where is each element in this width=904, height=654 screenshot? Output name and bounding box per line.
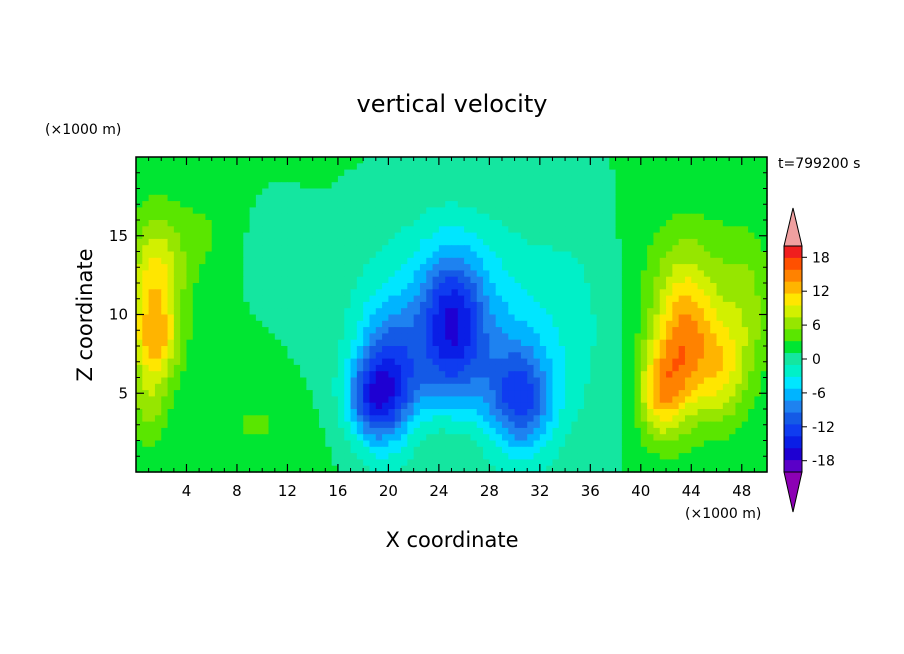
x-tick-label: 20 [379, 482, 398, 500]
x-tick-label: 40 [631, 482, 650, 500]
colorbar-swatch [784, 305, 802, 318]
colorbar-swatch [784, 388, 802, 402]
x-tick-label: 28 [480, 482, 499, 500]
y-tick-label: 10 [109, 306, 128, 324]
contour-field [136, 157, 768, 473]
colorbar-swatch [784, 376, 802, 390]
x-tick-label: 12 [278, 482, 297, 500]
colorbar-swatch [784, 400, 802, 413]
colorbar-swatch [784, 293, 802, 306]
colorbar-swatch [784, 448, 802, 461]
x-tick-label: 4 [182, 482, 192, 500]
colorbar-tick-label: 6 [812, 318, 821, 334]
x-tick-label: 16 [328, 482, 347, 500]
colorbar-tick-label: 0 [812, 352, 821, 368]
colorbar-swatch [784, 257, 802, 271]
x-axis-label: X coordinate [385, 528, 518, 552]
colorbar-swatch [784, 436, 802, 449]
y-axis-label: Z coordinate [73, 248, 97, 381]
y-tick-label: 15 [109, 227, 128, 245]
colorbar-under-arrow [783, 471, 803, 513]
colorbar-swatch [784, 460, 802, 473]
colorbar-tick-label: 18 [812, 250, 830, 266]
colorbar-tick-label: 12 [812, 284, 830, 300]
colorbar-swatch [784, 269, 802, 283]
colorbar-over-arrow [783, 207, 803, 247]
colorbar-swatch [784, 281, 802, 294]
y-axis-ticks: 5 10 15 [109, 172, 767, 457]
colorbar-swatch [784, 364, 802, 378]
time-label: t=799200 s [778, 156, 860, 172]
colorbar-tick-label: -18 [812, 454, 835, 470]
y-tick-label: 5 [118, 384, 128, 402]
colorbar-swatch [784, 412, 802, 425]
colorbar-swatch [784, 424, 802, 437]
colorbar-tick-label: -6 [812, 386, 826, 402]
x-tick-label: 24 [429, 482, 448, 500]
chart-title: vertical velocity [357, 90, 548, 118]
colorbar-swatch [784, 317, 802, 330]
x-axis-ticks: 4 8 12 16 20 24 28 32 36 40 44 48 [148, 157, 755, 500]
x-tick-label: 44 [682, 482, 701, 500]
x-unit-label: (×1000 m) [685, 506, 761, 522]
y-unit-label: (×1000 m) [45, 122, 121, 138]
x-tick-label: 48 [732, 482, 751, 500]
colorbar-swatch [784, 353, 802, 366]
colorbar-swatch [784, 329, 802, 342]
colorbar: 18 12 6 0 -6 -12 -18 [783, 207, 835, 513]
colorbar-tick-label: -12 [812, 420, 835, 436]
x-tick-label: 8 [232, 482, 242, 500]
x-tick-label: 36 [581, 482, 600, 500]
colorbar-swatch [784, 341, 802, 354]
colorbar-swatch [784, 246, 802, 259]
x-tick-label: 32 [530, 482, 549, 500]
